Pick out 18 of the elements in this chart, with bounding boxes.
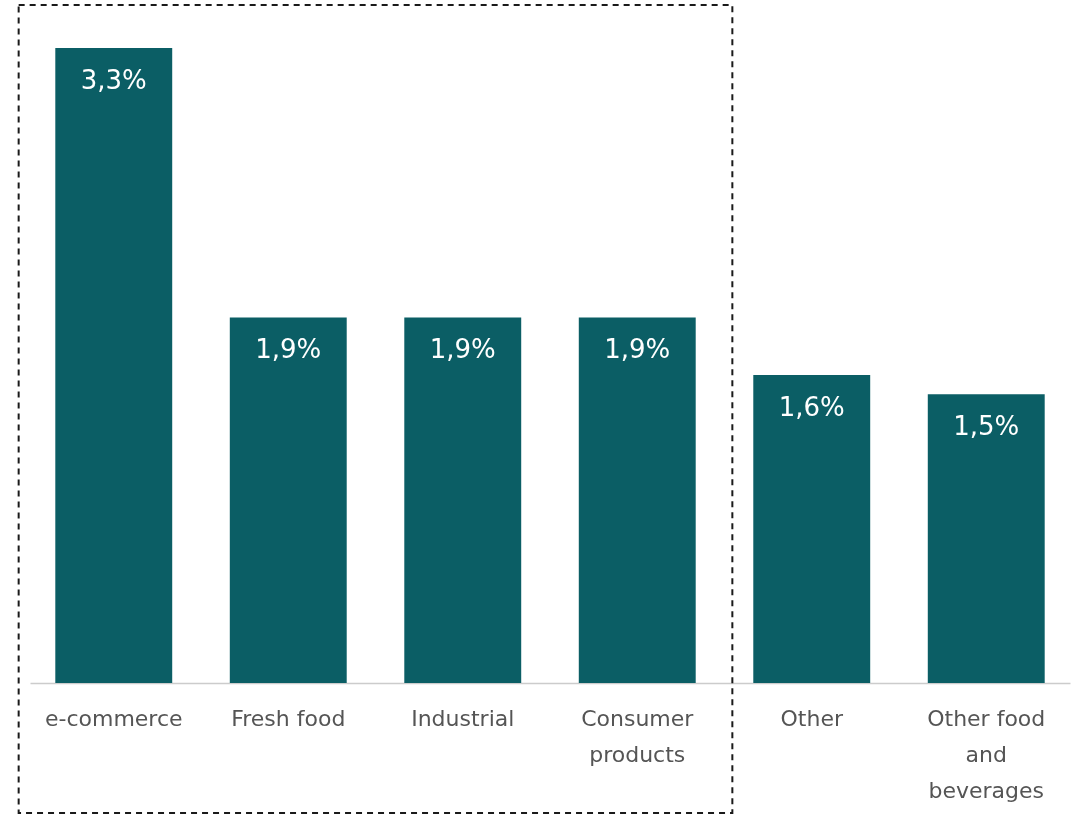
bar xyxy=(753,375,871,683)
bar xyxy=(578,317,696,683)
x-tick-label: Consumer products xyxy=(581,706,695,767)
bar xyxy=(404,317,522,683)
bar xyxy=(229,317,347,683)
data-label: 1,9% xyxy=(604,334,671,365)
data-label: 1,5% xyxy=(953,411,1020,442)
x-tick-label: Fresh food xyxy=(231,706,346,731)
data-label: 1,9% xyxy=(429,334,496,365)
data-label: 1,6% xyxy=(778,392,845,423)
x-tick-label: Other food and beverages xyxy=(927,706,1046,803)
x-tick-label: e-commerce xyxy=(44,706,183,731)
bar xyxy=(927,394,1045,683)
data-label: 3,3% xyxy=(80,65,147,95)
x-tick-label: Other xyxy=(780,706,844,731)
bar xyxy=(55,48,173,683)
x-tick-label: Industrial xyxy=(411,706,515,731)
data-label: 1,9% xyxy=(255,334,322,365)
